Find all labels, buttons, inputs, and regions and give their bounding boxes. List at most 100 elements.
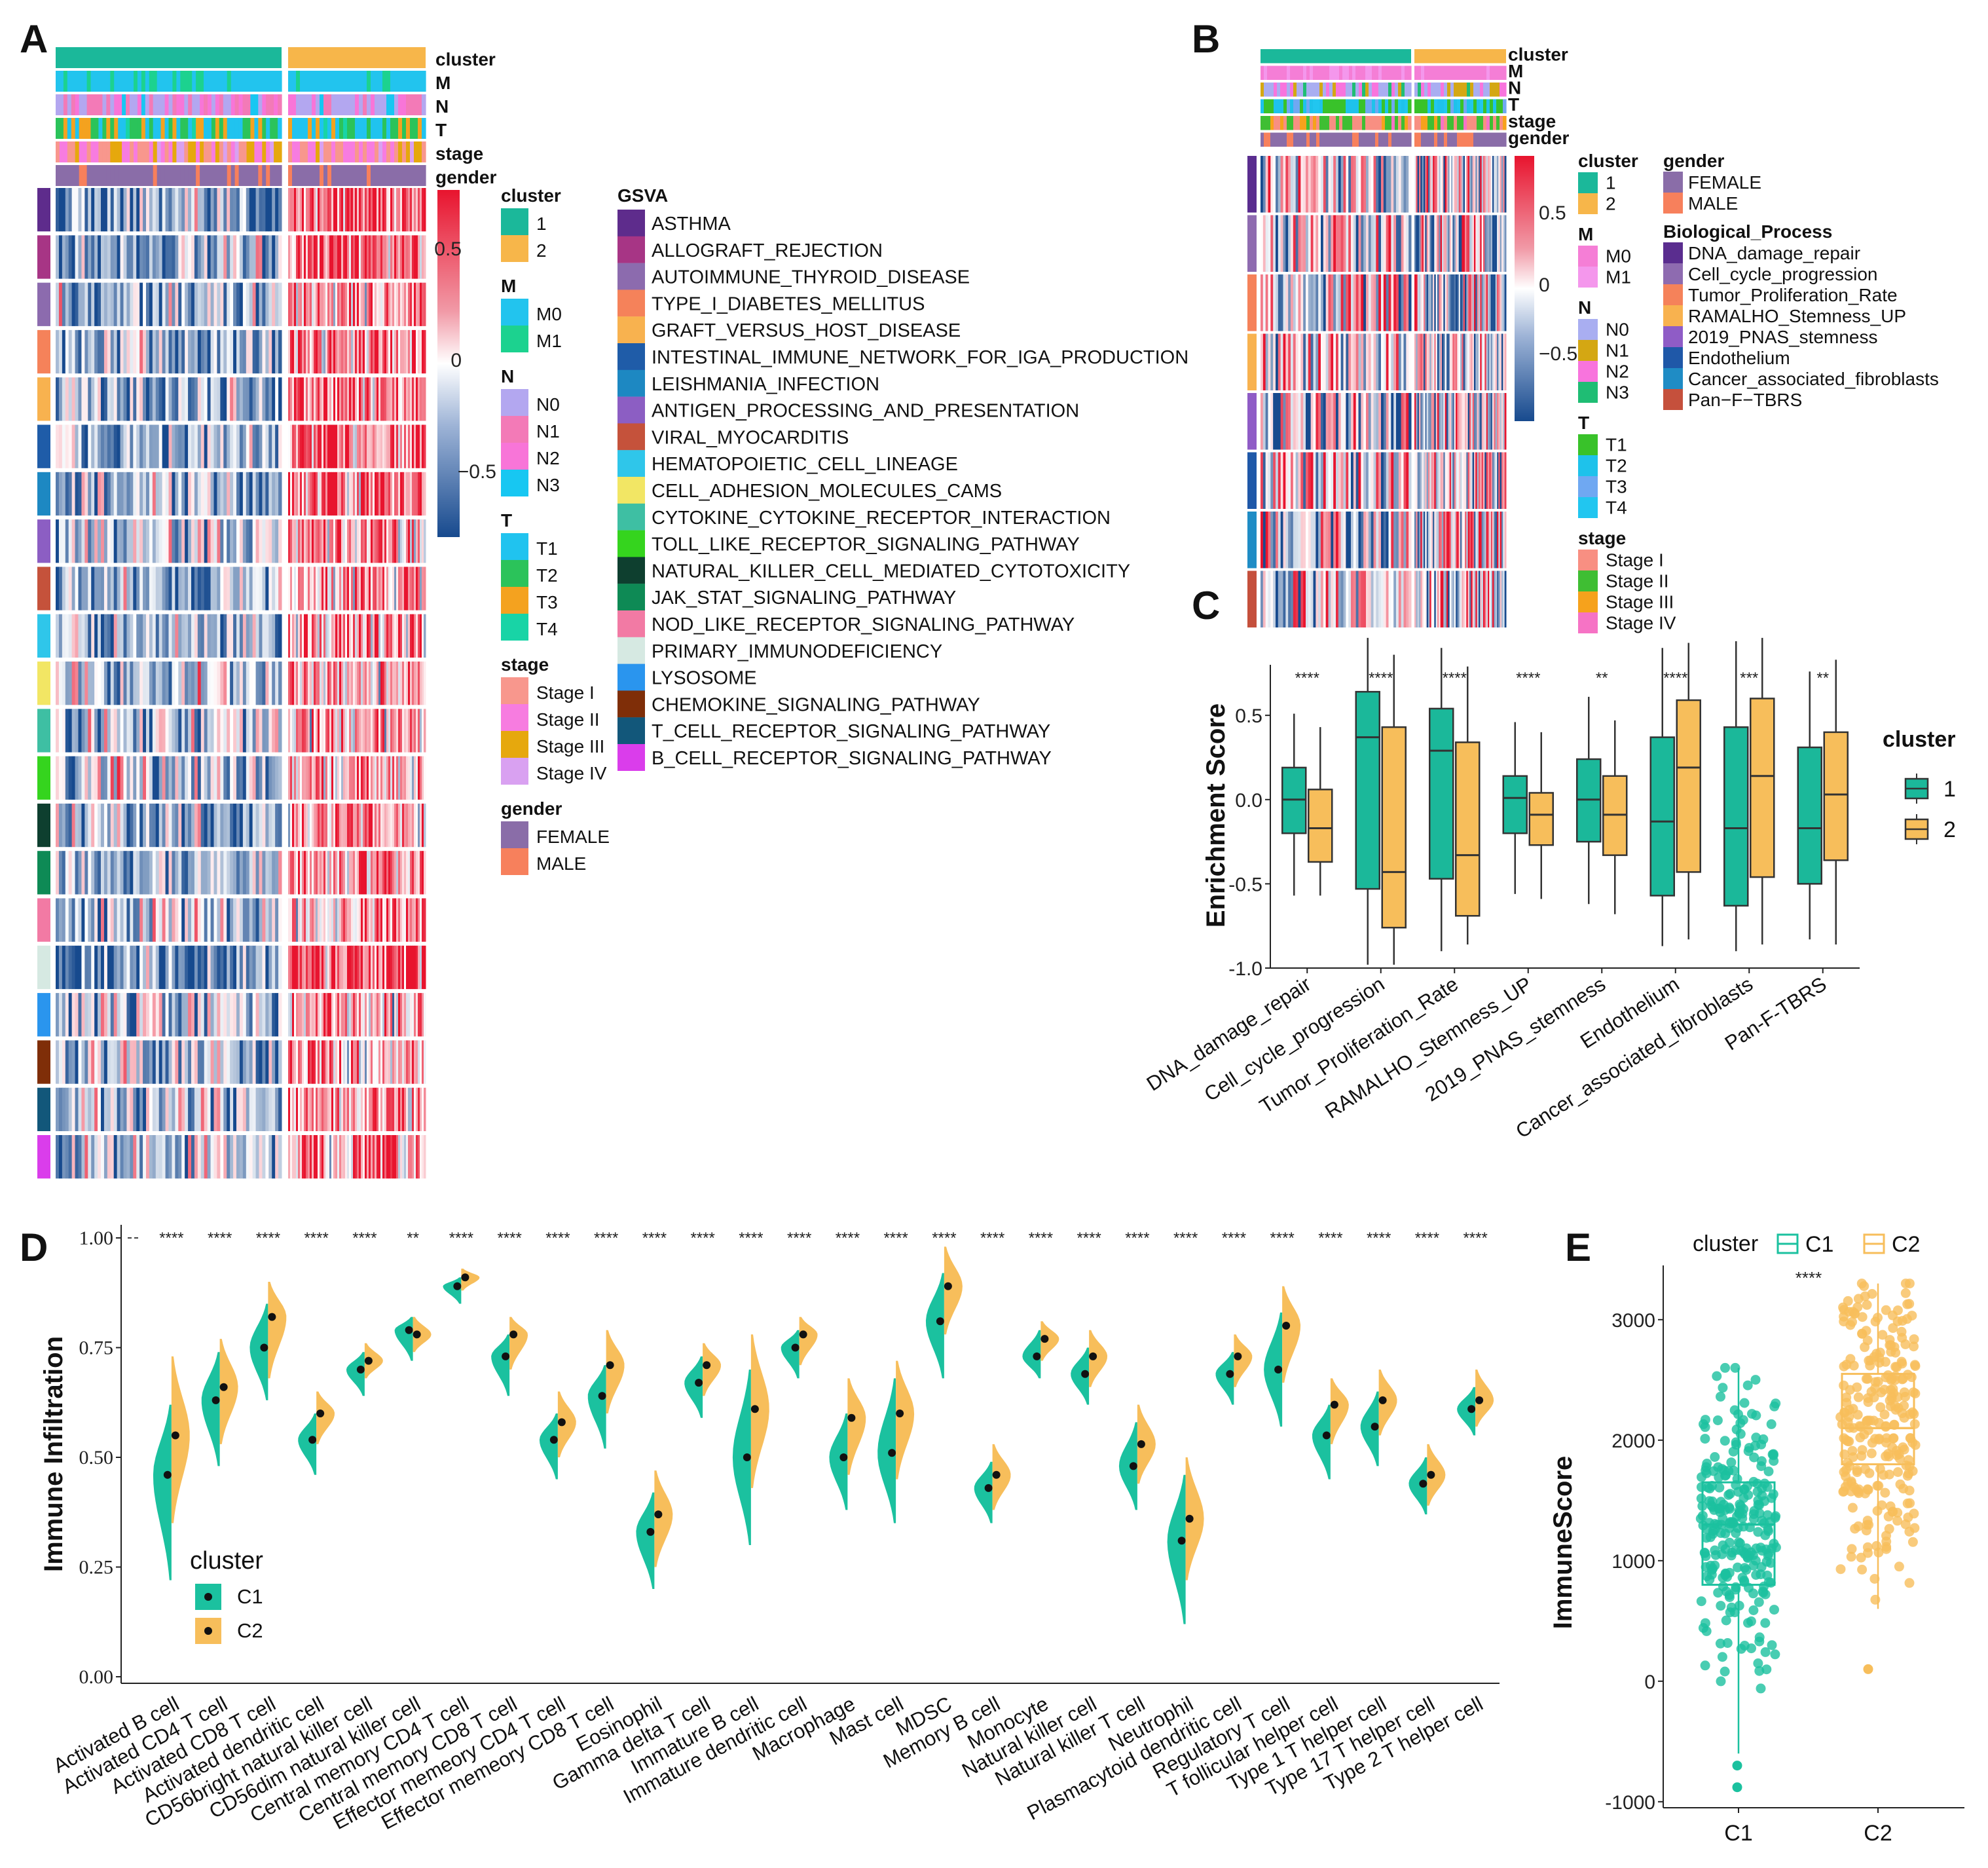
heatmap-cell: [94, 803, 98, 848]
heatmap-cell: [325, 851, 328, 895]
heatmap-cell: [288, 1040, 291, 1084]
gsva-swatch: [617, 210, 645, 236]
boxplot-c: Enrichment Score 0.50.0-0.5-1.0DNA_damag…: [1143, 637, 1956, 1143]
heatmap-cell: [373, 662, 375, 705]
gsva-swatch: [617, 530, 645, 557]
heatmap-cell: [1398, 274, 1402, 331]
heatmap-cell: [312, 803, 314, 848]
heatmap-cell: [227, 945, 230, 990]
heatmap-cell: [1265, 274, 1268, 331]
heatmap-cell: [113, 1040, 118, 1084]
row-color-intestinal_immune_network_for_iga_production: [37, 424, 50, 468]
annotation-cell: [274, 141, 278, 162]
annotation-cell: [114, 165, 119, 186]
annotation-cell: [347, 165, 352, 186]
heatmap-cell: [327, 329, 330, 374]
heatmap-cell: [139, 803, 143, 848]
heatmap-cell: [290, 519, 293, 563]
heatmap-cell: [130, 993, 134, 1037]
heatmap-cell: [91, 1040, 95, 1084]
heatmap-cell: [1434, 274, 1437, 331]
heatmap-cell: [1283, 570, 1286, 627]
heatmap-cell: [223, 1087, 227, 1131]
heatmap-cell: [210, 662, 214, 705]
heatmap-cell: [56, 898, 60, 942]
legend-item-t1: T1: [536, 538, 558, 559]
heatmap-cell: [363, 851, 365, 895]
annotation-cell: [1473, 132, 1477, 147]
annotation-cell: [118, 141, 122, 162]
heatmap-cell: [65, 993, 69, 1037]
heatmap-cell: [230, 188, 234, 232]
heatmap-cell: [1463, 512, 1465, 569]
heatmap-cell: [1477, 156, 1479, 213]
heatmap-cell: [181, 472, 185, 516]
heatmap-cell: [242, 282, 247, 326]
annotation-cell: [1398, 65, 1402, 80]
heatmap-cell: [396, 282, 399, 326]
heatmap-cell: [308, 1040, 310, 1084]
heatmap-cell: [388, 377, 391, 421]
heatmap-cell: [1316, 393, 1319, 450]
heatmap-cell: [1456, 215, 1458, 272]
heatmap-cell: [306, 898, 308, 942]
heatmap-cell: [341, 851, 344, 895]
heatmap-cell: [422, 851, 424, 895]
heatmap-cell: [343, 377, 346, 421]
heatmap-cell: [341, 424, 344, 468]
heatmap-cell: [331, 1040, 334, 1084]
heatmap-cell: [249, 377, 253, 421]
annotation-cell: [331, 141, 336, 162]
heatmap-cell: [1328, 215, 1331, 272]
heatmap-cell: [355, 803, 358, 848]
annotation-cell: [1457, 116, 1461, 130]
annotation-cell: [86, 71, 92, 92]
annotation-cell: [75, 141, 80, 162]
annotation-label-stage: stage: [435, 143, 483, 164]
heatmap-cell: [88, 424, 92, 468]
heatmap-cell: [162, 519, 166, 563]
heatmap-cell: [1467, 274, 1470, 331]
heatmap-cell: [386, 945, 389, 990]
heatmap-cell: [223, 709, 227, 753]
heatmap-cell: [207, 851, 212, 895]
heatmap-cell: [130, 519, 134, 563]
heatmap-cell: [223, 662, 227, 705]
row-color-tumor_proliferation_rate: [1247, 274, 1257, 331]
heatmap-cell: [133, 235, 137, 279]
heatmap-cell: [217, 519, 221, 563]
annotation-cell: [292, 94, 297, 115]
heatmap-cell: [1316, 570, 1319, 627]
heatmap-cell: [107, 614, 111, 658]
heatmap-cell: [217, 803, 221, 848]
heatmap-cell: [210, 282, 214, 326]
heatmap-cell: [1488, 215, 1490, 272]
heatmap-cell: [398, 282, 401, 326]
heatmap-cell: [394, 709, 397, 753]
heatmap-cell: [1306, 452, 1309, 509]
row-color-t_cell_receptor_signaling_pathway: [37, 1087, 50, 1131]
heatmap-cell: [1358, 215, 1361, 272]
heatmap-cell: [422, 282, 424, 326]
heatmap-cell: [388, 898, 391, 942]
annotation-cell: [1342, 99, 1346, 113]
annotation-cell: [1480, 99, 1484, 113]
heatmap-cell: [78, 567, 82, 610]
annotation-cell: [246, 71, 251, 92]
annotation-cell: [1297, 65, 1300, 80]
heatmap-cell: [1363, 215, 1367, 272]
annotation-cell: [1310, 99, 1314, 113]
heatmap-cell: [143, 235, 147, 279]
annotation-cell: [1316, 83, 1320, 97]
heatmap-cell: [200, 662, 205, 705]
heatmap-cell: [1500, 215, 1502, 272]
heatmap-cell: [367, 1087, 369, 1131]
heatmap-cell: [62, 614, 66, 658]
heatmap-cell: [363, 188, 365, 232]
annotation-cell: [355, 141, 359, 162]
annotation-cell: [355, 165, 359, 186]
heatmap-cell: [101, 709, 105, 753]
heatmap-cell: [94, 567, 98, 610]
heatmap-cell: [146, 945, 150, 990]
heatmap-cell: [1500, 393, 1502, 450]
